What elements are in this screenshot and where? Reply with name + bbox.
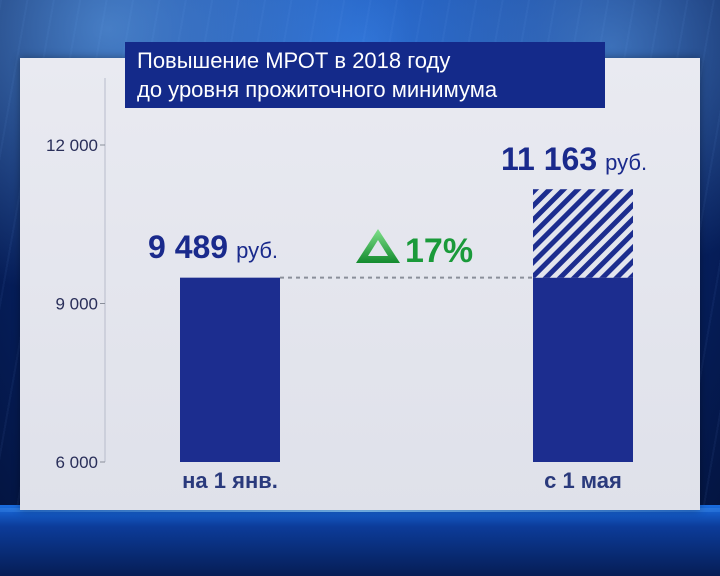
increase-triangle-inner: [368, 240, 388, 256]
category-label: на 1 янв.: [182, 468, 278, 493]
bar-value-label: 9 489 руб.: [148, 229, 278, 265]
category-label: с 1 мая: [544, 468, 622, 493]
y-tick-label: 6 000: [55, 453, 98, 472]
chart-title-box: Повышение МРОТ в 2018 году до уровня про…: [125, 42, 605, 108]
y-tick-label: 9 000: [55, 295, 98, 314]
chart-title-line-2: до уровня прожиточного минимума: [137, 77, 498, 102]
floor-light-line: [0, 508, 720, 512]
y-tick-label: 12 000: [46, 136, 98, 155]
bar-value-label: 11 163 руб.: [501, 141, 647, 177]
bar-may-increase-hatched: [533, 189, 633, 278]
background-floor: [0, 505, 720, 576]
bar-jan: [180, 277, 280, 462]
chart-title-line-1: Повышение МРОТ в 2018 году: [137, 48, 451, 73]
increase-percent-label: 17%: [405, 232, 473, 270]
bar-may-base: [533, 277, 633, 462]
increase-indicator: 17%: [356, 229, 473, 270]
